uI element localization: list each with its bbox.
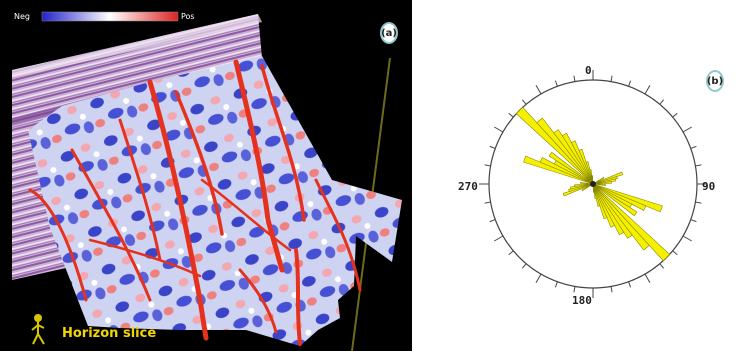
panel-b-badge: (b) (706, 70, 724, 92)
rose-tick (659, 263, 665, 269)
rose-label-west: 270 (458, 180, 478, 193)
rose-petal (553, 129, 594, 185)
fault-lineaments (28, 59, 362, 346)
horizon-slice-caption: Horizon slice (62, 326, 157, 341)
rose-tick (672, 112, 678, 118)
rose-tick (644, 85, 651, 95)
rose-tick (628, 281, 632, 288)
rose-diagram-panel: 0 90 180 270 (b) (412, 0, 751, 351)
rose-tick (628, 80, 632, 87)
rose-petal (592, 176, 605, 185)
rose-tick (494, 235, 504, 242)
rose-tick (690, 145, 697, 149)
rose-label-east: 90 (702, 180, 716, 193)
rose-tick (494, 126, 504, 133)
rose-petal (592, 183, 671, 262)
rose-tick (554, 281, 558, 288)
rose-tick (690, 219, 697, 223)
rose-tick (695, 164, 702, 167)
rose-petal (592, 183, 601, 207)
rose-tick (535, 85, 542, 95)
rose-label-north: 0 (585, 64, 592, 77)
rose-petal (536, 117, 594, 185)
rose-petal (548, 151, 594, 185)
rose-petal (585, 161, 594, 185)
rose-petal (578, 148, 594, 185)
rose-tick (535, 273, 542, 283)
rose-tick (644, 273, 651, 283)
rose-tick (554, 80, 558, 87)
rose-petal (592, 183, 625, 236)
rose-tick (508, 250, 514, 256)
rose-tick (484, 201, 491, 204)
rose-tick (489, 145, 496, 149)
rose-petal (589, 169, 594, 185)
rose-tick (573, 286, 576, 293)
rose-tick (521, 263, 527, 269)
rose-petal (592, 183, 608, 220)
colorbar-neg-label: Neg (14, 12, 30, 21)
rose-petal (569, 183, 594, 190)
rose-tick (610, 75, 613, 82)
colorbar (41, 11, 179, 22)
walker-icon (31, 314, 45, 345)
rose-petal (592, 181, 613, 185)
rose-diagram (479, 70, 707, 298)
rose-petal (568, 183, 594, 192)
rose-petal (570, 140, 594, 185)
rose-petal (592, 171, 624, 185)
rose-petal (580, 182, 594, 185)
rose-tick (659, 99, 665, 105)
rose-petal (592, 183, 606, 186)
rose-petal (592, 183, 638, 217)
rose-tick (573, 75, 576, 82)
rose-tick (508, 112, 514, 118)
rose-petal (561, 132, 594, 185)
rose-tick (610, 286, 613, 293)
colorbar-pos-label: Pos (181, 12, 195, 21)
rose-petal (592, 183, 597, 199)
rose-label-south: 180 (572, 294, 592, 307)
rose-petal (592, 176, 618, 185)
rose-tick (695, 201, 702, 204)
rose-petal (592, 183, 650, 251)
seismic-view (12, 11, 402, 351)
rose-tick (682, 126, 692, 133)
panel-a-badge: (a) (380, 22, 398, 44)
vertical-section (12, 14, 262, 280)
rose-petal (581, 183, 594, 192)
rose-tick (521, 99, 527, 105)
rose-tick (489, 219, 496, 223)
rose-petal (592, 178, 617, 185)
rose-center (590, 181, 596, 187)
rose-petal (592, 183, 616, 228)
rose-petal (515, 106, 594, 185)
rose-petal (592, 183, 633, 239)
rose-petal (562, 183, 594, 197)
rose-tick (484, 164, 491, 167)
rose-tick (672, 250, 678, 256)
rose-tick (682, 235, 692, 242)
horizon-slice-panel: Neg Pos (a) Horizon slice (0, 0, 412, 351)
rose-petal (573, 183, 594, 187)
rose-ticks (479, 70, 707, 298)
rose-petals (515, 106, 671, 262)
